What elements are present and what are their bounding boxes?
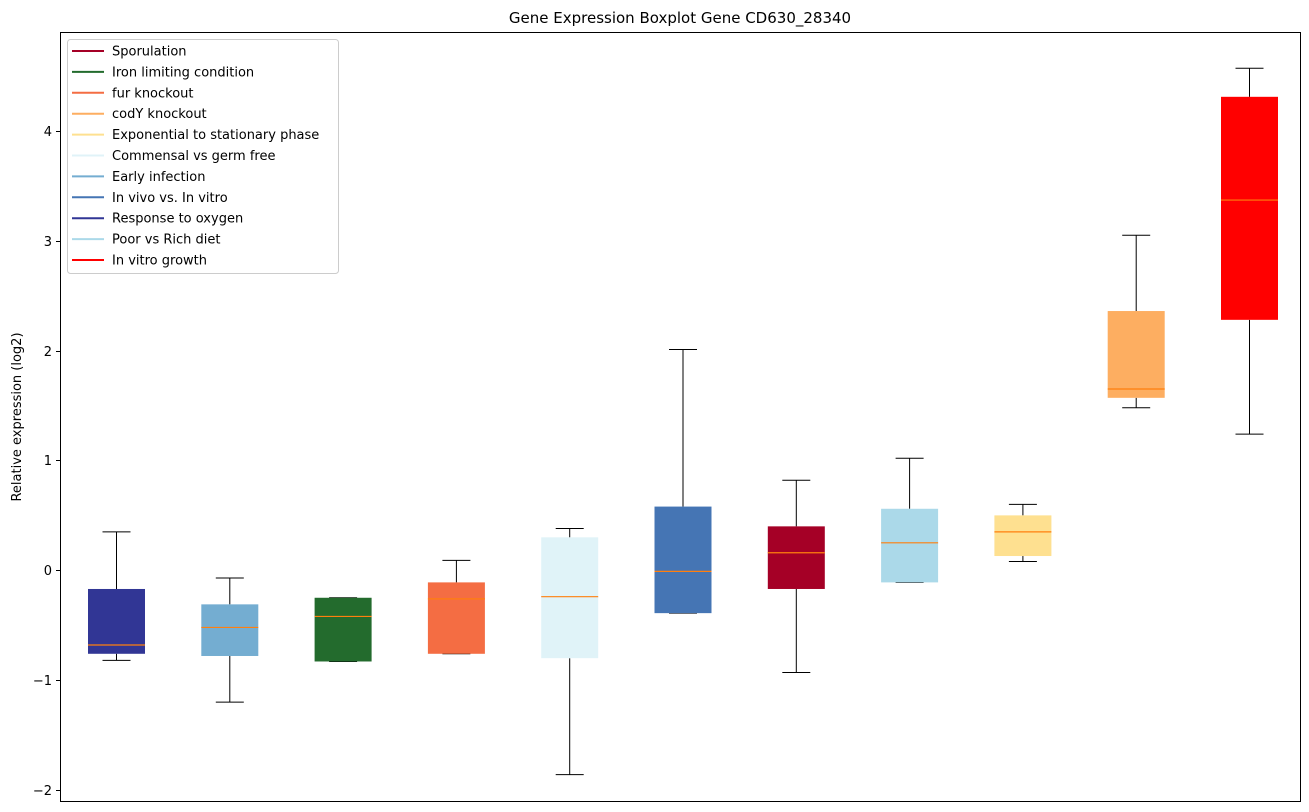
legend-entry: Iron limiting condition [72, 65, 254, 80]
chart-title: Gene Expression Boxplot Gene CD630_28340 [509, 9, 851, 28]
legend-entry: In vivo vs. In vitro [72, 191, 228, 206]
box-poor-vs-rich-diet [881, 457, 939, 583]
legend-entry: In vitro growth [72, 254, 207, 269]
box-iqr [881, 508, 939, 583]
legend-label: fur knockout [112, 86, 194, 101]
legend-entry: codY knockout [72, 107, 207, 122]
box-iqr [427, 582, 485, 654]
box-response-to-oxygen [88, 531, 145, 661]
box-in-vivo-vs-in-vitro [654, 348, 712, 614]
box-iqr [314, 597, 372, 662]
box-fur-knockout [427, 559, 485, 655]
y-axis-label: Relative expression (log2) [10, 332, 25, 501]
y-tick-label: −1 [33, 674, 52, 689]
legend-label: Poor vs Rich diet [112, 233, 220, 248]
box-iqr [654, 506, 712, 614]
plot-frame [60, 32, 1301, 802]
plot-area [88, 67, 1278, 776]
y-tick-label: 1 [44, 454, 52, 469]
legend-frame [67, 39, 339, 274]
legend-label: Early infection [112, 170, 205, 185]
y-tick-label: 2 [44, 345, 52, 360]
legend-label: Sporulation [112, 45, 187, 60]
box-cody-knockout [1107, 234, 1165, 409]
legend-entry: Exponential to stationary phase [72, 128, 319, 143]
legend-label: codY knockout [112, 107, 207, 122]
y-axis: −2 −1 0 1 2 3 4 [33, 125, 60, 799]
box-iqr [994, 515, 1052, 557]
box-in-vitro-growth [1221, 67, 1278, 435]
legend-entry: Poor vs Rich diet [72, 233, 220, 248]
box-iqr [88, 588, 145, 654]
box-iqr [1221, 96, 1278, 320]
y-tick-label: 0 [44, 564, 52, 579]
box-iqr [767, 526, 825, 589]
legend-label: In vivo vs. In vitro [112, 191, 228, 206]
box-commensal-vs-germ-free [541, 528, 599, 776]
legend-entry: Commensal vs germ free [72, 149, 275, 164]
box-iqr [541, 537, 599, 659]
box-exponential-to-stationary-phase [994, 503, 1052, 563]
box-iron-limiting-condition [314, 597, 372, 662]
legend-entry: Early infection [72, 170, 205, 185]
box-early-infection [201, 577, 259, 703]
legend-label: Response to oxygen [112, 212, 243, 227]
legend: Sporulation Iron limiting condition fur kn… [67, 39, 339, 274]
y-tick-label: 3 [44, 235, 52, 250]
box-sporulation [767, 479, 825, 673]
legend-label: Exponential to stationary phase [112, 128, 319, 143]
legend-label: Iron limiting condition [112, 65, 254, 80]
legend-label: Commensal vs germ free [112, 149, 275, 164]
legend-entry: Response to oxygen [72, 212, 243, 227]
box-iqr [1107, 311, 1165, 398]
legend-entry: Sporulation [72, 45, 187, 60]
y-tick-label: 4 [44, 125, 52, 140]
y-tick-label: −2 [33, 784, 52, 799]
legend-entry: fur knockout [72, 86, 194, 101]
box-iqr [201, 604, 259, 656]
legend-label: In vitro growth [112, 254, 207, 269]
